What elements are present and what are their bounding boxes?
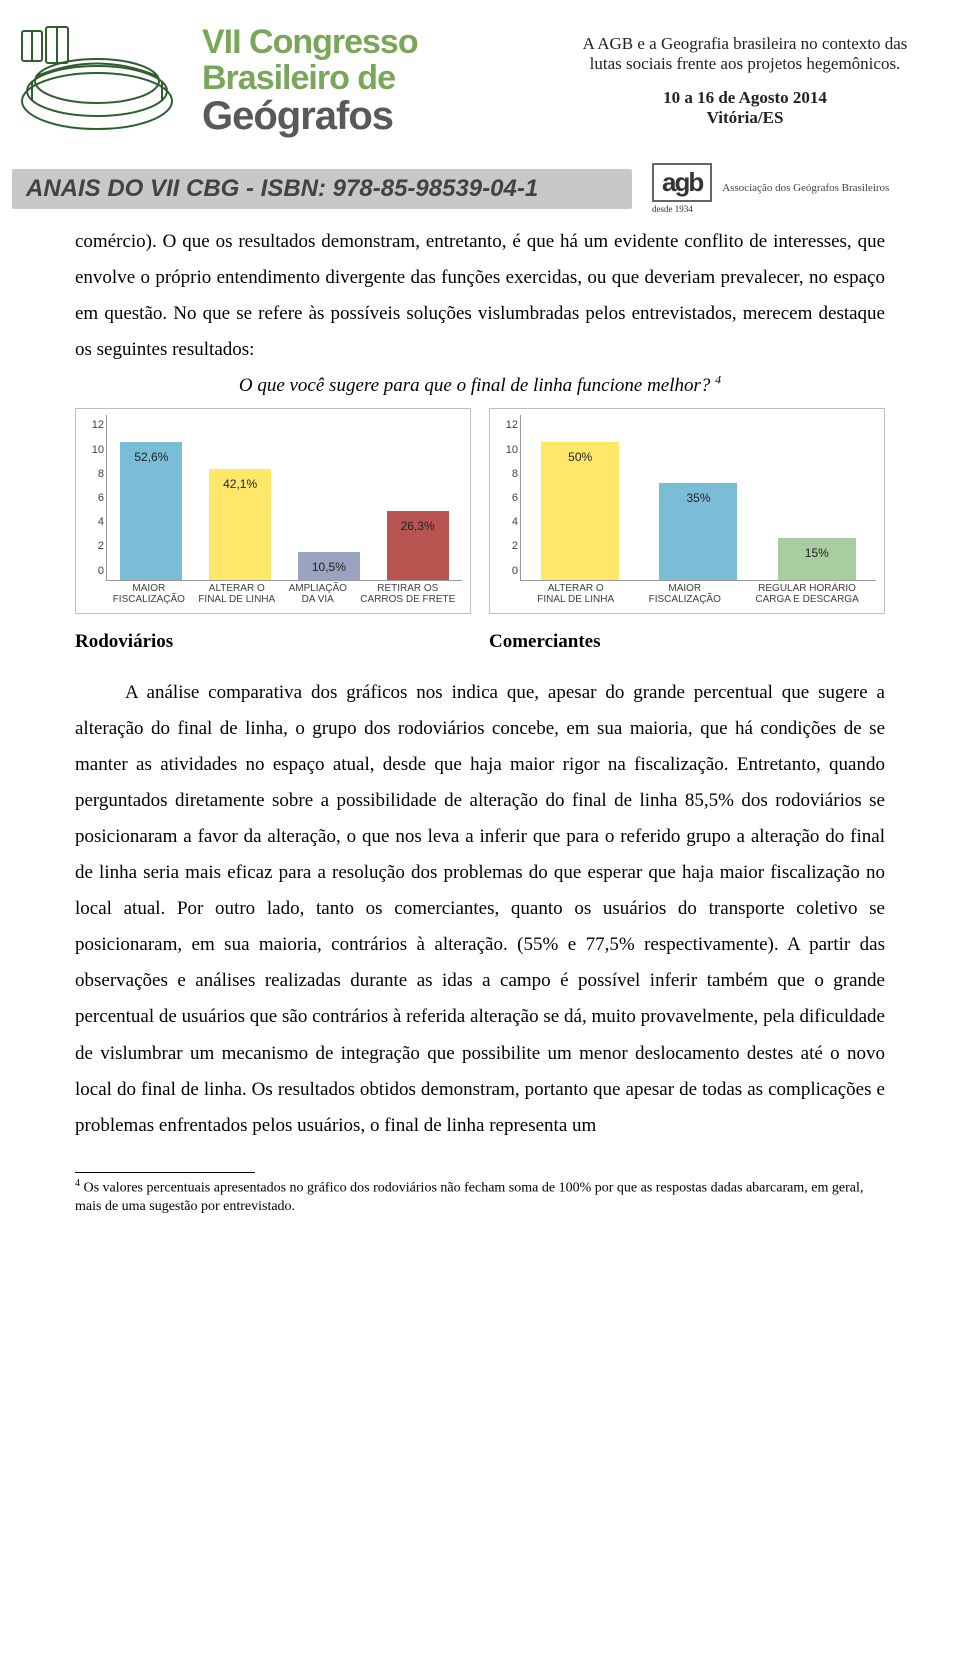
agb-since: desde 1934: [652, 204, 712, 214]
bar-value-label: 10,5%: [312, 556, 346, 579]
banner-top: VII Congresso Brasileiro de Geógrafos A …: [0, 0, 960, 161]
stadium-sketch-icon: [12, 21, 182, 141]
bar: 10,5%: [298, 552, 360, 580]
x-label: MAIORFISCALIZAÇÃO: [649, 581, 721, 605]
y-tick: 0: [498, 561, 518, 582]
y-tick: 4: [498, 512, 518, 533]
congress-line3: Geógrafos: [202, 96, 542, 136]
context-text: A AGB e a Geografia brasileira no contex…: [572, 34, 918, 74]
chart-question-foot: 4: [715, 373, 721, 387]
bar-value-label: 50%: [568, 446, 592, 469]
bar-value-label: 35%: [686, 487, 710, 510]
y-tick: 6: [498, 488, 518, 509]
bar-wrap: 26,3%: [387, 511, 449, 580]
paragraph-2: A análise comparativa dos gráficos nos i…: [75, 675, 885, 1144]
bar-wrap: 50%: [541, 442, 619, 580]
isbn-strip: ANAIS DO VII CBG - ISBN: 978-85-98539-04…: [12, 169, 632, 209]
y-tick: 10: [84, 440, 104, 461]
x-label: REGULAR HORÁRIOCARGA E DESCARGA: [755, 581, 858, 605]
bar-value-label: 52,6%: [134, 446, 168, 469]
plot-area: 52,6% 42,1% 10,5% 26,3%: [106, 415, 462, 581]
content: comércio). O que os resultados demonstra…: [0, 220, 960, 1247]
chart-left-area: 12108642052,6%42,1%10,5%26,3%MAIORFISCAL…: [106, 415, 462, 605]
chart-question: O que você sugere para que o final de li…: [75, 368, 885, 404]
y-tick: 8: [84, 464, 104, 485]
plot-area: 50% 35% 15%: [520, 415, 876, 581]
congress-title: VII Congresso Brasileiro de Geógrafos: [202, 25, 542, 136]
y-tick: 8: [498, 464, 518, 485]
bar-value-label: 42,1%: [223, 473, 257, 496]
banner-bottom: ANAIS DO VII CBG - ISBN: 978-85-98539-04…: [0, 161, 960, 220]
bar: 26,3%: [387, 511, 449, 580]
y-tick: 12: [498, 415, 518, 436]
agb-assoc: Associação dos Geógrafos Brasileiros: [722, 182, 889, 195]
bars-group: 50% 35% 15%: [521, 415, 876, 580]
bar-wrap: 15%: [778, 538, 856, 580]
bar-value-label: 15%: [805, 542, 829, 565]
bar-value-label: 26,3%: [401, 515, 435, 538]
y-tick: 6: [84, 488, 104, 509]
chart-left: 12 10 8 6 4 2 0 52,6% 42,1% 10,5% 26,3% MAIORFISCAL…: [75, 408, 471, 614]
bar-wrap: 10,5%: [298, 552, 360, 580]
y-axis: 12 10 8 6 4 2 0: [84, 415, 104, 581]
bar-wrap: 52,6%: [120, 442, 182, 580]
header-banner: VII Congresso Brasileiro de Geógrafos A …: [0, 0, 960, 220]
bar-wrap: 42,1%: [209, 469, 271, 580]
x-label: ALTERAR OFINAL DE LINHA: [198, 581, 275, 605]
bars-group: 52,6% 42,1% 10,5% 26,3%: [107, 415, 462, 580]
congress-line1: VII Congresso: [202, 25, 542, 61]
agb-letters: agb: [652, 163, 712, 202]
x-label: RETIRAR OSCARROS DE FRETE: [360, 581, 455, 605]
chart-right: 12 10 8 6 4 2 0 50% 35% 15% ALTERAR OFINAL DE LINH…: [489, 408, 885, 614]
footnote-separator: [75, 1172, 255, 1173]
x-label: AMPLIAÇÃODA VIA: [289, 581, 347, 605]
footnote-text: Os valores percentuais apresentados no g…: [75, 1180, 863, 1214]
chart-left-label: Rodoviários: [75, 624, 471, 660]
bar-wrap: 35%: [659, 483, 737, 580]
bar: 15%: [778, 538, 856, 580]
x-labels: ALTERAR OFINAL DE LINHA MAIORFISCALIZAÇÃO…: [520, 581, 876, 605]
chart-right-label: Comerciantes: [489, 624, 885, 660]
y-tick: 2: [498, 536, 518, 557]
x-label: MAIORFISCALIZAÇÃO: [113, 581, 185, 605]
chart-question-text: O que você sugere para que o final de li…: [239, 375, 711, 396]
charts-row: 12 10 8 6 4 2 0 52,6% 42,1% 10,5% 26,3% MAIORFISCAL…: [75, 408, 885, 614]
y-tick: 0: [84, 561, 104, 582]
footnote-marker: 4: [75, 1178, 80, 1189]
y-tick: 12: [84, 415, 104, 436]
y-tick: 2: [84, 536, 104, 557]
bar: 42,1%: [209, 469, 271, 580]
paragraph-1: comércio). O que os resultados demonstra…: [75, 224, 885, 368]
y-axis: 12 10 8 6 4 2 0: [498, 415, 518, 581]
y-tick: 10: [498, 440, 518, 461]
date-line2: Vitória/ES: [572, 108, 918, 128]
bar: 50%: [541, 442, 619, 580]
bar: 52,6%: [120, 442, 182, 580]
x-label: ALTERAR OFINAL DE LINHA: [537, 581, 614, 605]
y-tick: 4: [84, 512, 104, 533]
date-line1: 10 a 16 de Agosto 2014: [572, 88, 918, 108]
x-labels: MAIORFISCALIZAÇÃO ALTERAR OFINAL DE LINHA…: [106, 581, 462, 605]
chart-tags-row: Rodoviários Comerciantes: [75, 618, 885, 674]
congress-line2: Brasileiro de: [202, 61, 542, 97]
context-block: A AGB e a Geografia brasileira no contex…: [542, 34, 948, 128]
agb-logo: agb desde 1934 Associação dos Geógrafos …: [652, 163, 889, 214]
chart-right-area: 12108642050%35%15%ALTERAR OFINAL DE LINH…: [520, 415, 876, 605]
footnote: 4 Os valores percentuais apresentados no…: [75, 1177, 885, 1217]
bar: 35%: [659, 483, 737, 580]
